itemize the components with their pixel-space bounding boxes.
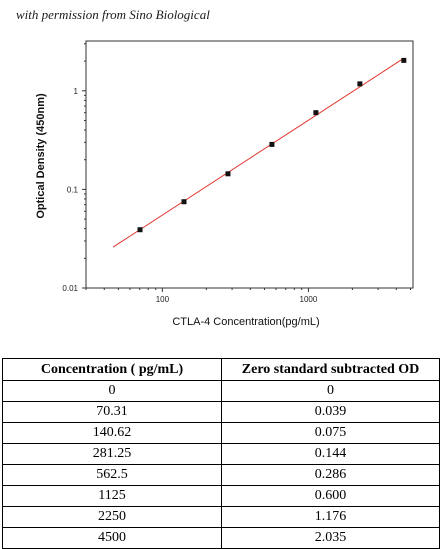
table-row: 70.31 0.039 xyxy=(2,401,440,423)
table-header-row: Concentration ( pg/mL) Zero standard sub… xyxy=(2,358,440,381)
table-cell: 140.62 xyxy=(2,422,222,444)
table-cell: 0.600 xyxy=(221,485,440,507)
data-point xyxy=(401,57,407,63)
x-axis-title: CTLA-4 Concentration(pg/mL) xyxy=(172,316,319,328)
table-cell: 4500 xyxy=(2,527,222,549)
table-cell: 1.176 xyxy=(221,506,440,528)
fit-line xyxy=(112,57,405,248)
table-cell: 0 xyxy=(2,380,222,402)
y-axis-title: Optical Density (450nm) xyxy=(35,93,47,219)
table-row: 4500 2.035 xyxy=(2,527,440,549)
table-cell: 2250 xyxy=(2,506,222,528)
y-tick-label: 0.1 xyxy=(67,185,79,194)
y-tick-label: 0.01 xyxy=(62,284,78,293)
table-cell: 2.035 xyxy=(221,527,440,549)
data-point xyxy=(269,141,275,147)
data-points xyxy=(137,57,407,233)
data-point xyxy=(137,227,143,233)
data-point xyxy=(313,110,319,116)
table-cell: 281.25 xyxy=(2,443,222,465)
table-row: 1125 0.600 xyxy=(2,485,440,507)
column-header-od: Zero standard subtracted OD xyxy=(221,358,440,381)
data-point xyxy=(357,81,363,87)
table-cell: 0 xyxy=(221,380,440,402)
table-cell: 0.039 xyxy=(221,401,440,423)
credit-caption: with permission from Sino Biological xyxy=(16,7,210,22)
table-cell: 70.31 xyxy=(2,401,222,423)
axis-ticks: 100 1000 0.01 0.1 1 xyxy=(62,43,412,304)
table-cell: 1125 xyxy=(2,485,222,507)
data-point xyxy=(225,171,231,177)
plot-frame xyxy=(85,40,414,289)
x-tick-label: 1000 xyxy=(300,295,318,304)
table-row: 140.62 0.075 xyxy=(2,422,440,444)
table-row: 562.5 0.286 xyxy=(2,464,440,486)
table-row: 281.25 0.144 xyxy=(2,443,440,465)
data-point xyxy=(181,199,187,205)
table-cell: 0.286 xyxy=(221,464,440,486)
table-cell: 0.144 xyxy=(221,443,440,465)
standard-curve-chart: 100 1000 0.01 0.1 1 CTLA-4 Concentration(pg/… xyxy=(35,40,414,328)
y-tick-label: 1 xyxy=(74,87,79,96)
column-header-concentration: Concentration ( pg/mL) xyxy=(2,358,222,381)
table-cell: 0.075 xyxy=(221,422,440,444)
table-row: 2250 1.176 xyxy=(2,506,440,528)
table-cell: 562.5 xyxy=(2,464,222,486)
standard-data-table: Concentration ( pg/mL) Zero standard sub… xyxy=(2,358,440,549)
x-tick-label: 100 xyxy=(156,295,170,304)
